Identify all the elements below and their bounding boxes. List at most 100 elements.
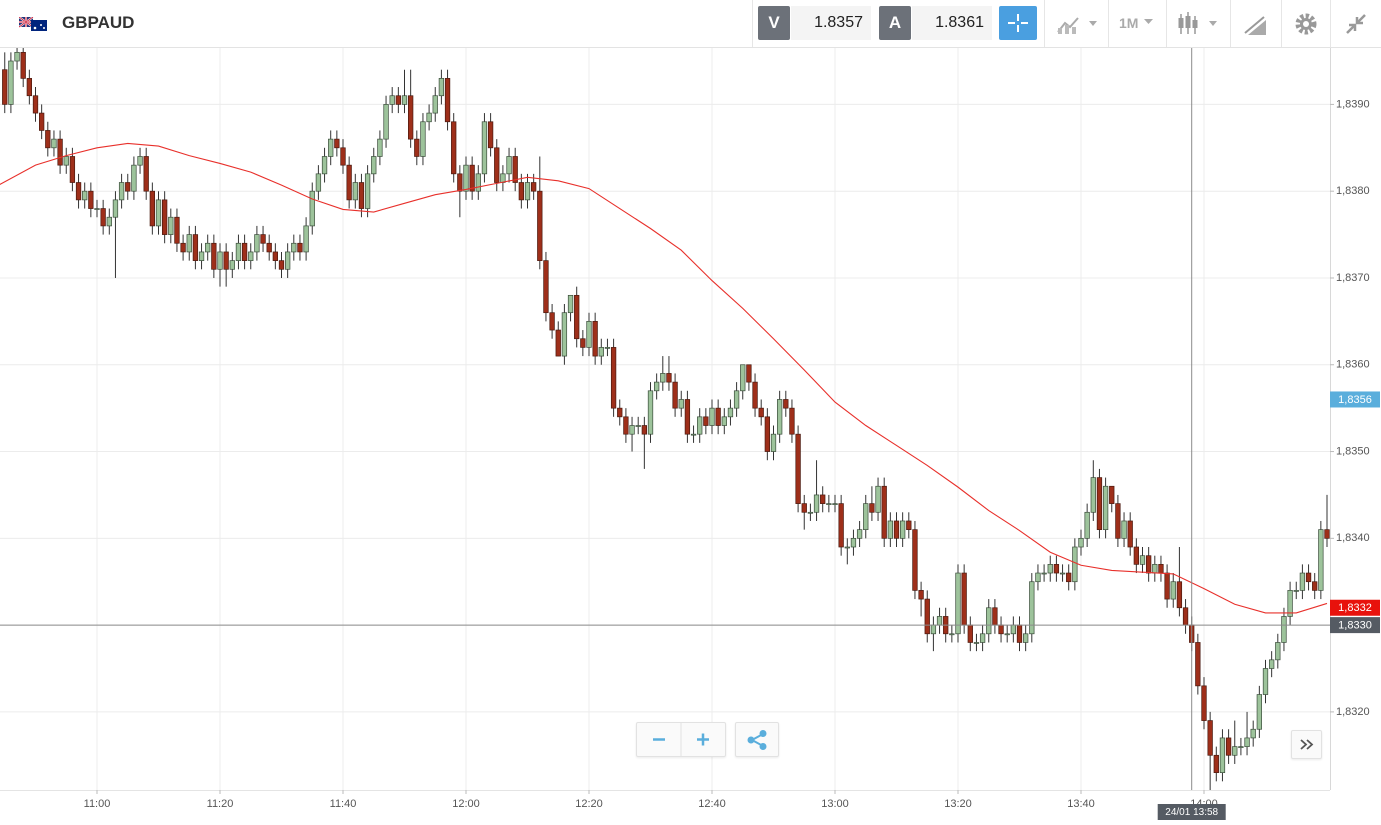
- ask-label[interactable]: A: [879, 6, 911, 40]
- candle-body: [352, 182, 358, 201]
- candle-body: [2, 69, 8, 105]
- candle-body: [783, 399, 789, 409]
- timeframe[interactable]: 1M: [1119, 15, 1139, 31]
- candle-body: [69, 156, 76, 183]
- candle-body: [764, 416, 770, 452]
- candle-body: [254, 234, 260, 253]
- candle-body: [543, 260, 549, 314]
- candle-body: [340, 147, 346, 166]
- candle-body: [567, 294, 574, 314]
- chevron-icon: [1300, 739, 1314, 750]
- candle-body: [389, 95, 395, 105]
- candle-type-button[interactable]: [1177, 10, 1223, 38]
- share-button[interactable]: [735, 722, 779, 757]
- chart-type-button[interactable]: [1056, 12, 1102, 36]
- separator: [1166, 0, 1167, 47]
- plot-area: [0, 48, 1330, 790]
- candle-body: [949, 633, 955, 636]
- candle-body: [961, 572, 967, 626]
- candle-body: [63, 156, 69, 166]
- candle-body: [1084, 511, 1090, 539]
- candle-body: [328, 138, 334, 157]
- candle-body: [1176, 581, 1183, 609]
- candle-body: [118, 182, 125, 201]
- candle-body: [272, 251, 278, 261]
- bid-label[interactable]: V: [758, 6, 790, 40]
- x-tick-label: 13:00: [821, 798, 849, 810]
- candle-body: [881, 485, 887, 539]
- candle-body: [709, 407, 715, 426]
- candle-body: [1287, 590, 1293, 617]
- candle-body: [131, 164, 137, 192]
- candle-body: [1072, 546, 1078, 583]
- candle-body: [530, 182, 537, 192]
- ask-price[interactable]: 1.8361: [912, 6, 992, 40]
- candle-body: [733, 390, 740, 409]
- candle-body: [8, 60, 14, 105]
- candle-body: [537, 190, 543, 261]
- dropdown-arrow[interactable]: [1142, 14, 1156, 28]
- candle-body: [444, 78, 451, 123]
- zoom-buttons[interactable]: [637, 723, 725, 756]
- candle-body: [1102, 485, 1109, 530]
- candle-body: [192, 234, 199, 261]
- candle-body: [88, 190, 94, 209]
- bid-price[interactable]: 1.8357: [791, 6, 871, 40]
- candle-body: [955, 572, 961, 635]
- candle-body: [321, 156, 328, 175]
- candle-body: [1299, 572, 1306, 591]
- candle-body: [746, 364, 752, 383]
- candle-body: [143, 156, 149, 192]
- price-tag-label: 1,8356: [1338, 394, 1372, 406]
- candle-body: [1238, 746, 1244, 748]
- candle-body: [32, 95, 39, 114]
- candle-body: [494, 147, 500, 183]
- candle-body: [832, 503, 838, 505]
- candle-body: [1139, 555, 1146, 565]
- candle-body: [371, 156, 377, 175]
- candle-body: [291, 242, 297, 253]
- candle-body: [1305, 572, 1312, 583]
- candle-body: [1035, 572, 1041, 583]
- candle-body: [715, 407, 721, 426]
- candle-body: [180, 242, 186, 253]
- crosshair-button[interactable]: [999, 6, 1037, 40]
- candle-body: [850, 537, 857, 548]
- candle-body: [1268, 659, 1275, 669]
- settings-button[interactable]: [1293, 11, 1319, 37]
- candle-body: [475, 173, 481, 192]
- candle-body: [174, 216, 180, 244]
- share-icon: [747, 730, 767, 750]
- separator: [1281, 0, 1282, 47]
- draw-tool-button[interactable]: [1242, 11, 1270, 37]
- candle-body: [57, 138, 63, 166]
- candle-body: [463, 164, 469, 192]
- price-tag-label: 1,8332: [1338, 602, 1372, 614]
- candle-body: [586, 321, 592, 348]
- candle-body: [1219, 737, 1226, 773]
- candle-body: [186, 234, 192, 253]
- candle-body: [420, 121, 426, 157]
- candle-body: [635, 425, 641, 427]
- candle-body: [936, 616, 943, 626]
- candle-body: [506, 156, 512, 175]
- candle-body: [549, 312, 555, 331]
- candle-body: [666, 373, 672, 383]
- candle-body: [875, 485, 881, 513]
- candle-body: [1170, 581, 1176, 600]
- candle-body: [1090, 477, 1096, 513]
- candle-body: [740, 364, 746, 392]
- scroll-right-button[interactable]: [1291, 730, 1322, 759]
- candle-body: [217, 251, 223, 270]
- candle-body: [512, 156, 518, 183]
- candle-body: [125, 182, 131, 192]
- candle-body: [653, 381, 660, 392]
- candle-body: [912, 529, 918, 591]
- candle-body: [924, 598, 930, 635]
- separator: [1108, 0, 1109, 47]
- candle-body: [223, 251, 229, 270]
- zoom-group: [636, 722, 726, 757]
- candle-body: [401, 95, 408, 105]
- collapse-button[interactable]: [1343, 11, 1369, 37]
- candle-body: [678, 399, 684, 409]
